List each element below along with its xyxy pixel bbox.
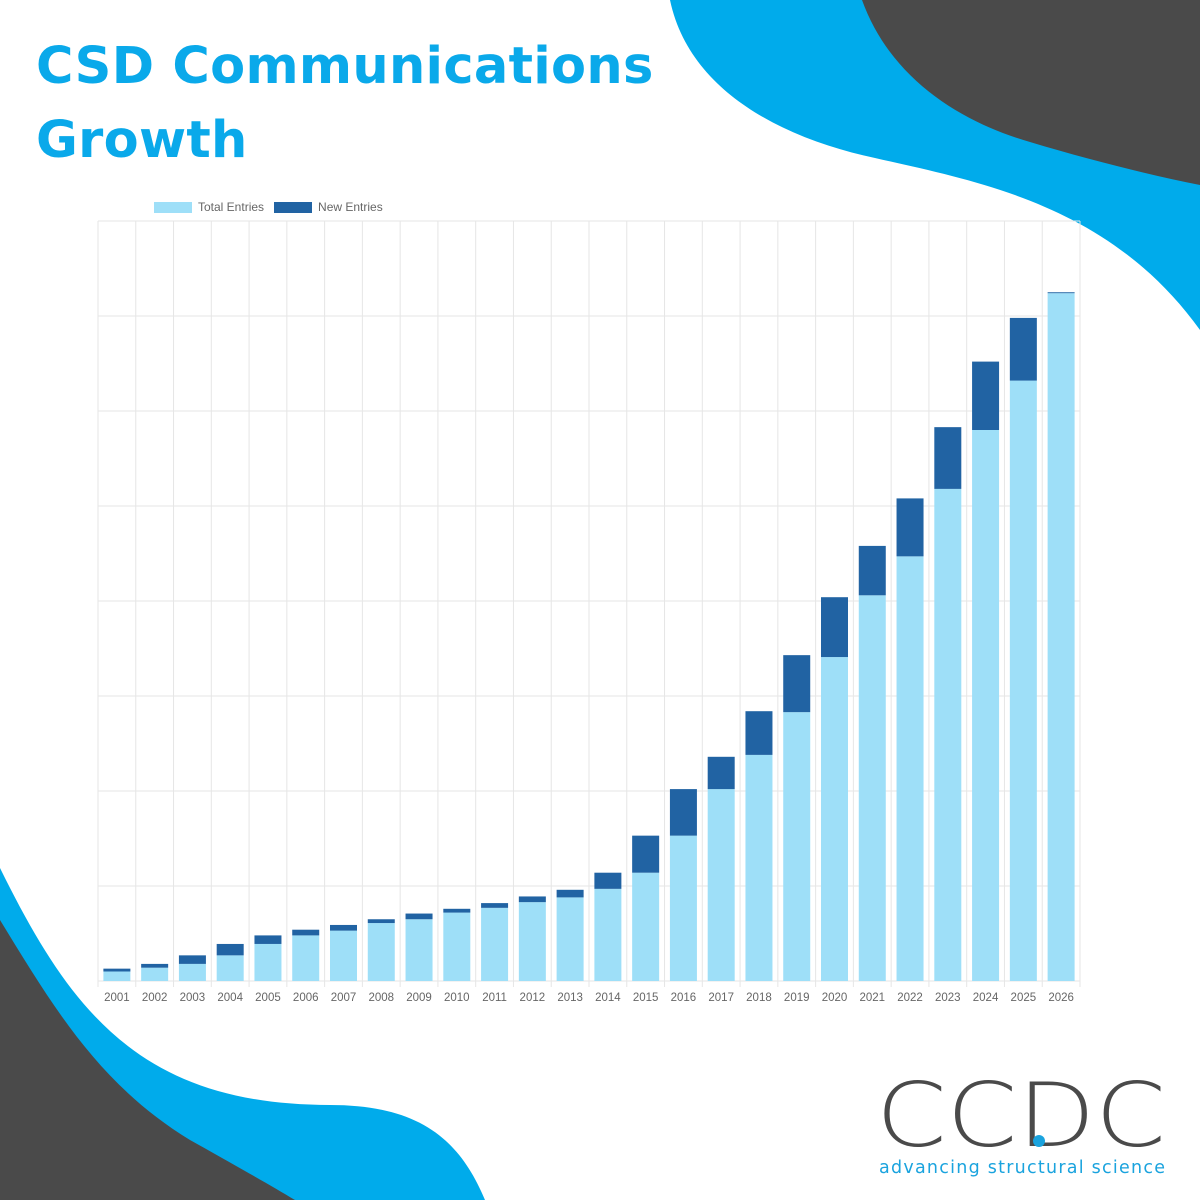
bar-total-entries-2004[interactable] [216,955,244,981]
bar-new-entries-2001[interactable] [103,968,131,972]
bar-new-entries-2022[interactable] [896,498,924,557]
x-tick-label-2019: 2019 [784,992,810,1004]
bar-new-entries-2026[interactable] [1047,292,1075,294]
bar-total-entries-2023[interactable] [934,488,962,981]
x-tick-label-2002: 2002 [142,992,168,1004]
x-tick-label-2011: 2011 [482,992,507,1004]
bar-total-entries-2014[interactable] [594,888,622,981]
bar-total-entries-2006[interactable] [292,935,320,981]
legend-label-total-entries: Total Entries [198,200,265,214]
x-tick-label-2016: 2016 [671,992,697,1004]
bar-new-entries-2003[interactable] [178,955,206,964]
bar-total-entries-2001[interactable] [103,971,131,982]
bar-total-entries-2017[interactable] [707,789,735,981]
legend-label-new-entries: New Entries [318,200,383,214]
x-tick-label-2010: 2010 [444,992,470,1004]
bar-total-entries-2003[interactable] [178,963,206,981]
bar-total-entries-2007[interactable] [330,930,357,981]
x-tick-label-2024: 2024 [973,992,999,1004]
bar-new-entries-2002[interactable] [141,963,169,968]
bar-total-entries-2024[interactable] [972,430,1000,981]
ccdc-logo: CCDC [876,1078,1166,1156]
bar-total-entries-2013[interactable] [556,897,584,981]
x-tick-label-2001: 2001 [104,992,130,1004]
bar-new-entries-2010[interactable] [443,908,471,913]
x-tick-label-2023: 2023 [935,992,961,1004]
bar-new-entries-2012[interactable] [518,896,546,903]
bar-total-entries-2020[interactable] [821,657,848,981]
bar-total-entries-2025[interactable] [1009,380,1037,982]
bar-new-entries-2011[interactable] [481,903,509,908]
bar-new-entries-2017[interactable] [707,756,735,790]
bar-new-entries-2015[interactable] [632,835,660,873]
legend-swatch-new-entries [274,201,313,213]
page-title: CSD Communications Growth [36,30,654,178]
bar-new-entries-2025[interactable] [1009,317,1037,381]
bar-total-entries-2021[interactable] [858,595,886,981]
title-line-2: Growth [36,111,248,170]
bar-new-entries-2020[interactable] [821,597,848,658]
logo-dot [1033,1135,1045,1147]
x-tick-label-2014: 2014 [595,992,621,1004]
x-tick-label-2005: 2005 [255,992,281,1004]
logo-wordmark: CCDC [876,1078,1166,1156]
x-axis-tick-labels: 2001 2002 2003 2004 2005 2006 2007 2008 2009 2010… [104,992,1074,1004]
x-tick-label-2026: 2026 [1048,992,1074,1004]
x-tick-label-2015: 2015 [633,992,659,1004]
x-tick-label-2017: 2017 [708,992,734,1004]
bar-new-entries-2008[interactable] [367,919,395,924]
bar-total-entries-2015[interactable] [632,872,660,981]
x-tick-label-2013: 2013 [557,992,583,1004]
bar-total-entries-2005[interactable] [254,943,282,981]
bottom-left-dark-swoosh [0,920,295,1200]
bar-new-entries-2024[interactable] [972,361,1000,430]
x-tick-label-2006: 2006 [293,992,319,1004]
bar-total-entries-2019[interactable] [783,712,811,981]
x-tick-label-2003: 2003 [180,992,206,1004]
x-tick-label-2008: 2008 [368,992,394,1004]
x-tick-label-2012: 2012 [520,992,546,1004]
bar-new-entries-2005[interactable] [254,935,282,944]
bar-total-entries-2009[interactable] [405,919,433,981]
bar-new-entries-2016[interactable] [669,789,697,836]
title-line-1: CSD Communications [36,37,654,96]
bar-new-entries-2009[interactable] [405,913,433,920]
bar-new-entries-2014[interactable] [594,872,622,889]
logo-tagline: advancing structural science [879,1158,1167,1178]
bar-total-entries-2016[interactable] [669,835,697,981]
x-tick-label-2020: 2020 [822,992,848,1004]
x-tick-label-2022: 2022 [897,992,923,1004]
legend-item-new-entries[interactable]: New Entries [274,200,383,214]
bar-new-entries-2004[interactable] [216,943,244,956]
chart-bars [103,292,1075,982]
bar-new-entries-2006[interactable] [292,929,320,936]
legend-swatch-total-entries [154,201,192,213]
bar-total-entries-2022[interactable] [896,556,924,981]
x-tick-label-2007: 2007 [331,992,357,1004]
top-right-dark-swoosh [862,0,1200,185]
bar-new-entries-2018[interactable] [745,711,773,755]
bar-new-entries-2007[interactable] [330,924,357,931]
bar-total-entries-2018[interactable] [745,754,773,981]
x-tick-label-2004: 2004 [217,992,243,1004]
bar-new-entries-2023[interactable] [934,427,962,489]
x-tick-label-2021: 2021 [859,992,885,1004]
bar-total-entries-2026[interactable] [1047,293,1075,981]
x-tick-label-2009: 2009 [406,992,432,1004]
legend-item-total-entries[interactable]: Total Entries [154,200,264,214]
x-tick-label-2018: 2018 [746,992,772,1004]
bar-total-entries-2002[interactable] [141,967,169,981]
bar-total-entries-2008[interactable] [367,923,395,981]
bar-new-entries-2021[interactable] [858,545,886,596]
chart-grid [97,220,1081,987]
x-tick-label-2025: 2025 [1011,992,1037,1004]
bar-total-entries-2010[interactable] [443,912,471,981]
chart-legend: Total Entries New Entries [154,199,393,215]
bar-new-entries-2019[interactable] [783,655,811,713]
bar-total-entries-2012[interactable] [518,902,546,981]
bar-total-entries-2011[interactable] [481,907,509,981]
bar-new-entries-2013[interactable] [556,889,584,898]
